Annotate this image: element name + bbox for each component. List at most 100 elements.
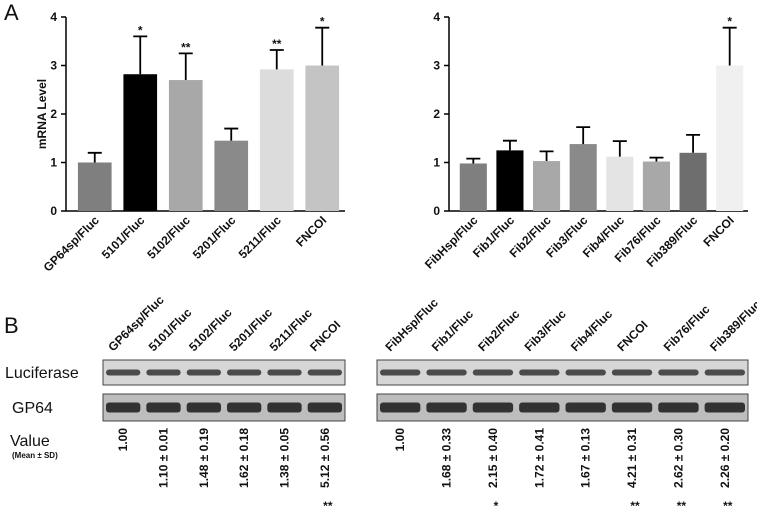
y-axis-title: mRNA Level [35,79,49,149]
blot-band [146,369,181,376]
blot-band [611,369,653,376]
error-bar [576,126,591,145]
blot-band [565,369,606,376]
panel-label: A [4,0,19,25]
row-label: Luciferase [5,365,79,382]
bar [305,65,340,211]
error-bar [87,151,102,163]
significance: ** [181,40,191,54]
blot-band [146,402,181,413]
blot-band [426,402,467,413]
blot-band [227,402,262,413]
bar [259,69,294,211]
error-bar [722,26,737,66]
x-tick-label: 5102/Fluc [144,213,193,262]
error-bar [269,49,284,70]
x-tick-label: GP64sp/Fluc [41,213,103,275]
bar [642,161,670,211]
blot-band [307,402,342,413]
lane-label: Fib389/Fluc [707,297,757,354]
value-sublabel: (Mean ± SD) [12,451,58,460]
blot-band [519,369,560,376]
lane-value: 1.62 ± 0.18 [237,428,251,488]
blot-band [704,369,745,376]
blot-band [106,369,141,376]
bar [77,162,112,211]
x-tick-label: 5101/Fluc [99,213,148,262]
y-tick-label: 2 [50,107,57,121]
significance: * [138,23,143,37]
lane-label: 5201/Fluc [226,305,275,354]
blot-band [106,402,141,413]
y-tick-label: 2 [433,107,440,121]
error-bar [649,156,664,162]
bar [679,152,707,211]
lane-label: Fib2/Fluc [475,307,522,354]
lane-label: FNCOI [307,318,343,354]
bar [606,156,634,211]
blot-band [519,402,560,413]
bar [569,144,597,211]
lane-value: 1.38 ± 0.05 [278,428,292,488]
significance: ** [723,499,733,512]
lane-value: 1.72 ± 0.41 [532,428,546,488]
bar [123,74,158,211]
blot-band [472,402,514,413]
blot-band [267,402,302,413]
lane-label: Fib3/Fluc [522,307,569,354]
error-bar [224,127,239,141]
error-bar [612,140,627,157]
x-tick-label: FNCOI [701,213,737,249]
error-bar [315,26,330,66]
lane-label: 5211/Fluc [267,306,315,354]
lane-label: Fib1/Fluc [429,307,476,354]
x-tick-label: FibHsp/Fluc [422,213,481,272]
blot-band [227,369,262,376]
blot-band [380,369,421,376]
bar [496,150,524,211]
significance: * [320,15,325,29]
lane-label: Fib76/Fluc [661,302,713,354]
bar [214,140,249,211]
y-tick-label: 1 [50,156,57,170]
lane-value: 1.68 ± 0.33 [440,428,454,488]
y-tick-label: 3 [433,59,440,73]
lane-value: 1.00 [393,428,407,452]
value-label: Value [10,433,50,450]
error-bar [178,52,193,81]
lane-value: 1.00 [116,428,130,452]
significance: ** [677,499,687,512]
lane-value: 1.10 ± 0.01 [157,428,171,488]
error-bar [466,157,481,164]
row-label: GP64 [12,400,53,417]
lane-label: Fib4/Fluc [568,307,615,354]
blot-band [186,369,221,376]
lane-label: 5102/Fluc [186,305,235,354]
y-tick-label: 0 [433,204,440,218]
blot-strip [102,393,346,422]
bar [533,161,561,211]
significance: ** [323,499,333,512]
bar [459,163,487,211]
significance: ** [272,37,282,51]
blot-band [611,402,653,413]
blot-band [267,369,302,376]
blot-band [658,402,699,413]
error-bar [539,150,554,162]
significance: * [494,499,499,512]
y-tick-label: 0 [50,204,57,218]
y-tick-label: 1 [433,156,440,170]
y-tick-label: 4 [50,10,57,24]
panel-label: B [4,313,19,338]
blot-band [186,402,221,413]
blot-band [380,402,421,413]
blot-band [658,369,699,376]
error-bar [686,133,701,153]
lane-value: 2.15 ± 0.40 [486,428,500,488]
error-bar [502,139,517,151]
x-tick-label: 5211/Fluc [236,213,284,261]
y-tick-label: 3 [50,59,57,73]
bar [716,65,744,211]
lane-value: 1.67 ± 0.13 [579,428,593,488]
